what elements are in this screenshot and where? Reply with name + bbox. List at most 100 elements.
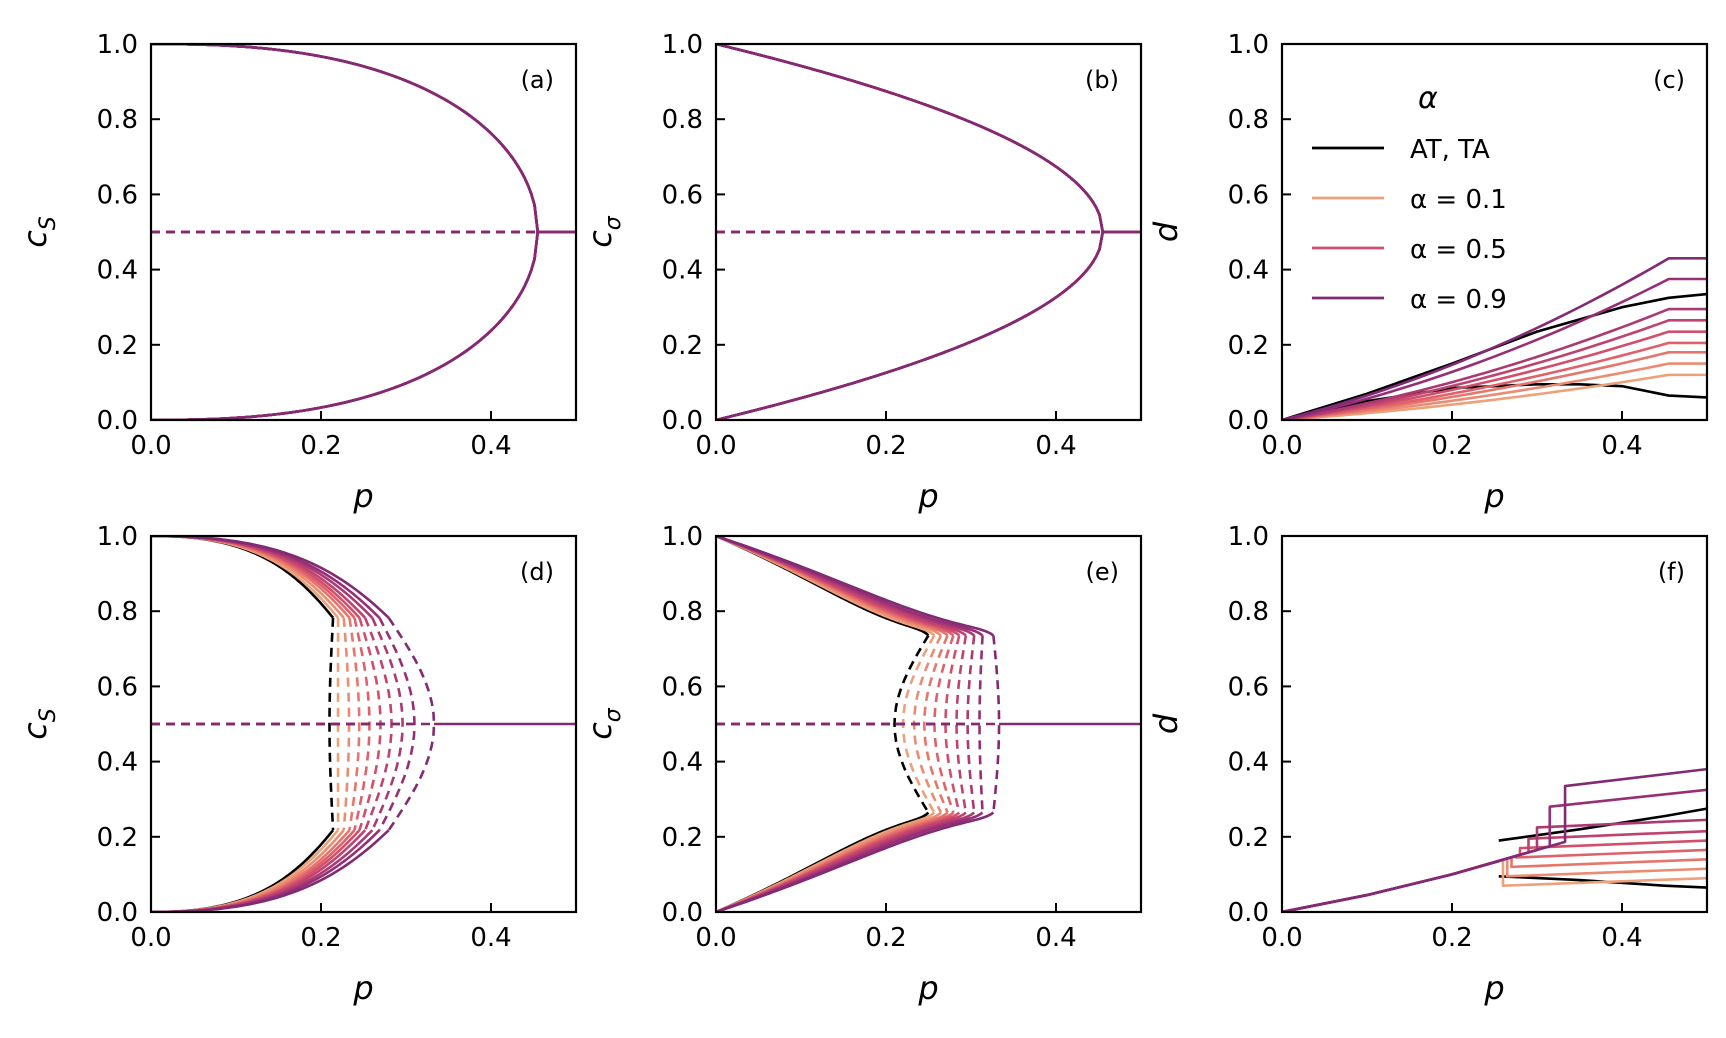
- stable-upper-branch-5: [716, 44, 1105, 233]
- legend-entry-1: α = 0.1: [1410, 185, 1507, 215]
- plot-area-c: [1282, 257, 1707, 420]
- x-tick-label-c-2: 0.4: [1601, 431, 1642, 461]
- stable-upper-branch-8: [151, 44, 540, 233]
- y-tick-label-e-5: 1.0: [662, 522, 703, 552]
- y-tick-label-f-4: 0.8: [1228, 597, 1269, 627]
- y-tick-label-e-0: 0.0: [662, 898, 703, 928]
- stable-lower-branch-8: [151, 231, 540, 420]
- stable-lower-branch-9: [716, 231, 1105, 420]
- reference-upper-curve: [1282, 292, 1707, 420]
- x-tick-label-e-2: 0.4: [1035, 923, 1076, 953]
- stable-upper-branch-9: [151, 44, 540, 233]
- x-tick-label-b-0: 0.0: [695, 431, 736, 461]
- panel-label-d: (d): [520, 558, 554, 586]
- stable-lower-branch-5: [716, 231, 1105, 420]
- y-tick-label-c-2: 0.4: [1228, 256, 1269, 286]
- x-tick-label-e-0: 0.0: [695, 923, 736, 953]
- x-tick-label-b-1: 0.2: [865, 431, 906, 461]
- stable-lower-branch-4: [151, 231, 540, 420]
- y-tick-label-d-1: 0.2: [97, 823, 138, 853]
- y-tick-label-a-2: 0.4: [97, 256, 138, 286]
- x-axis-label-c: p: [1483, 477, 1504, 515]
- unstable-branch-5: [944, 635, 961, 813]
- x-axis-label-b: p: [917, 477, 938, 515]
- panel-label-e: (e): [1086, 558, 1120, 586]
- stable-upper-branch-1: [151, 44, 540, 233]
- x-axis-label-a: p: [352, 477, 373, 515]
- y-tick-label-b-3: 0.6: [662, 180, 703, 210]
- reference-lower-curve: [1498, 874, 1707, 889]
- y-tick-label-a-0: 0.0: [97, 406, 138, 436]
- stable-upper-branch-2: [716, 44, 1105, 233]
- stable-upper-branch-4: [151, 44, 540, 233]
- y-tick-label-a-1: 0.2: [97, 331, 138, 361]
- plot-area-b: [716, 44, 1141, 420]
- y-tick-label-f-1: 0.2: [1228, 823, 1269, 853]
- x-tick-label-a-1: 0.2: [300, 431, 341, 461]
- alpha-curve-0: [1282, 858, 1707, 912]
- stable-lower-branch-0: [716, 231, 1105, 420]
- legend-title: α: [1418, 81, 1438, 116]
- axes-frame-b: [714, 42, 1143, 422]
- panel-a: 0.0 0.2 0.4 0.0 0.2 0.4 0.6 0.8 1.0 p cS (a): [16, 30, 578, 515]
- y-tick-label-d-0: 0.0: [97, 898, 138, 928]
- y-axis-label-e: cσ: [581, 707, 626, 740]
- x-axis-label-f: p: [1483, 969, 1504, 1007]
- stable-upper-branch-2: [151, 44, 540, 233]
- y-tick-label-d-4: 0.8: [97, 597, 138, 627]
- axes-frame-a: [149, 42, 578, 422]
- panel-d: 0.0 0.2 0.4 0.0 0.2 0.4 0.6 0.8 1.0 p cS (d): [16, 522, 578, 1007]
- y-tick-label-a-4: 0.8: [97, 105, 138, 135]
- axes-frame-e: [714, 534, 1143, 914]
- stable-lower-branch-0: [151, 231, 540, 420]
- stable-upper-branch-7: [151, 44, 540, 233]
- stable-lower-branch-3: [151, 231, 540, 420]
- plot-area-f: [1282, 767, 1707, 912]
- stable-lower-branch-2: [151, 231, 540, 420]
- x-axis-label-e: p: [917, 969, 938, 1007]
- y-tick-label-c-3: 0.6: [1228, 180, 1269, 210]
- panel-e: 0.0 0.2 0.4 0.0 0.2 0.4 0.6 0.8 1.0 p cσ (e): [581, 522, 1143, 1007]
- stable-lower-branch-9: [151, 231, 540, 420]
- panel-f: 0.0 0.2 0.4 0.0 0.2 0.4 0.6 0.8 1.0 p d (f): [1147, 522, 1709, 1007]
- y-axis-label-b: cσ: [581, 215, 626, 248]
- axes-frame-c: [1280, 42, 1709, 422]
- stable-lower-branch-5: [151, 231, 540, 420]
- stable-lower-branch-7: [716, 231, 1105, 420]
- y-tick-label-c-1: 0.2: [1228, 331, 1269, 361]
- legend: α AT, TA α = 0.1 α = 0.5 α = 0.9: [1312, 81, 1507, 315]
- x-tick-label-c-0: 0.0: [1261, 431, 1302, 461]
- stable-lower-branch-1: [151, 231, 540, 420]
- y-tick-label-c-0: 0.0: [1228, 406, 1269, 436]
- y-tick-label-c-5: 1.0: [1228, 30, 1269, 60]
- legend-entry-3: α = 0.9: [1410, 285, 1507, 315]
- legend-entry-2: α = 0.5: [1410, 235, 1507, 265]
- panel-label-f: (f): [1658, 558, 1685, 586]
- stable-upper-branch-9: [716, 44, 1105, 233]
- stable-upper-branch-6: [716, 44, 1105, 233]
- x-tick-label-a-0: 0.0: [130, 431, 171, 461]
- panel-b: 0.0 0.2 0.4 0.0 0.2 0.4 0.6 0.8 1.0 p cσ (b): [581, 30, 1143, 515]
- stable-lower-branch-1: [716, 231, 1105, 420]
- y-tick-label-e-1: 0.2: [662, 823, 703, 853]
- stable-upper-branch-0: [151, 44, 540, 233]
- x-tick-label-b-2: 0.4: [1035, 431, 1076, 461]
- x-tick-label-a-2: 0.4: [470, 431, 511, 461]
- y-tick-label-b-4: 0.8: [662, 105, 703, 135]
- x-tick-label-f-0: 0.0: [1261, 923, 1302, 953]
- unstable-branch-3: [922, 634, 949, 814]
- y-tick-label-b-0: 0.0: [662, 406, 703, 436]
- x-tick-label-d-2: 0.4: [470, 923, 511, 953]
- unstable-branch-3: [348, 617, 361, 831]
- y-tick-label-a-3: 0.6: [97, 180, 138, 210]
- y-tick-label-f-5: 1.0: [1228, 522, 1269, 552]
- y-tick-label-d-3: 0.6: [97, 672, 138, 702]
- stable-upper-branch-0: [716, 44, 1105, 233]
- x-axis-label-d: p: [352, 969, 373, 1007]
- stable-upper-branch-7: [716, 44, 1105, 233]
- y-tick-label-c-4: 0.8: [1228, 105, 1269, 135]
- stable-lower-branch-8: [716, 231, 1105, 420]
- y-tick-label-e-4: 0.8: [662, 597, 703, 627]
- y-tick-label-f-2: 0.4: [1228, 748, 1269, 778]
